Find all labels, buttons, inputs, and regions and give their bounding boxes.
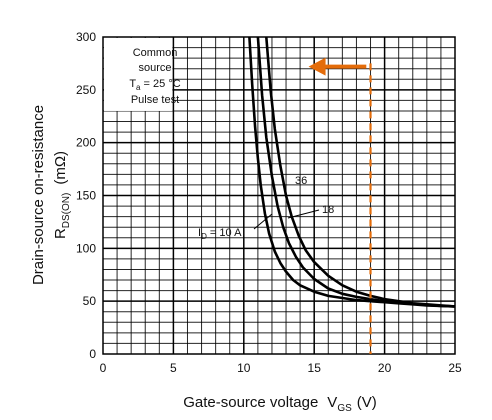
annotation <box>308 57 372 354</box>
annotation-arrow-head <box>308 57 326 76</box>
y-tick-label: 100 <box>76 241 96 255</box>
y-tick-label: 150 <box>76 189 96 203</box>
y-tick-label: 0 <box>89 347 96 361</box>
curve-label-36: 36 <box>295 175 307 187</box>
conditions-line-4: Pulse test <box>131 94 179 106</box>
curve-label-18: 18 <box>322 204 334 216</box>
label-leader-18 <box>287 209 320 219</box>
y-axis-title: Drain-source on-resistance RDS(ON)(mΩ) <box>30 105 72 285</box>
conditions-line-3: Ta = 25 °C <box>129 78 180 92</box>
plot-frame <box>102 36 456 355</box>
y-tick-label: 200 <box>76 136 96 150</box>
x-axis-title: Gate-source voltage VGS (V) <box>183 394 377 414</box>
series-line-2 <box>264 37 455 308</box>
conditions-text: Common source Ta = 25 °C Pulse test <box>129 47 180 106</box>
x-tick-label: 25 <box>448 361 462 375</box>
curve-labels: ID = 10 A 18 36 <box>198 175 334 241</box>
conditions-line-1: Common <box>133 47 178 59</box>
x-tick-label: 10 <box>237 361 251 375</box>
curve-label-10a: ID = 10 A <box>198 227 242 241</box>
x-tick-label: 0 <box>100 361 107 375</box>
x-tick-label: 5 <box>170 361 177 375</box>
label-leader-10a <box>253 213 273 230</box>
conditions-box-background <box>104 38 173 111</box>
y-axis-title-line-1: Drain-source on-resistance <box>30 105 47 285</box>
conditions-line-2: source <box>138 62 171 74</box>
curves <box>248 37 455 308</box>
x-tick-label: 20 <box>378 361 392 375</box>
y-axis-title-line-2: RDS(ON)(mΩ) <box>52 151 72 239</box>
y-tick-label: 50 <box>83 294 97 308</box>
y-tick-label: 250 <box>76 83 96 97</box>
x-tick-label: 15 <box>308 361 322 375</box>
y-tick-label: 300 <box>76 30 96 44</box>
